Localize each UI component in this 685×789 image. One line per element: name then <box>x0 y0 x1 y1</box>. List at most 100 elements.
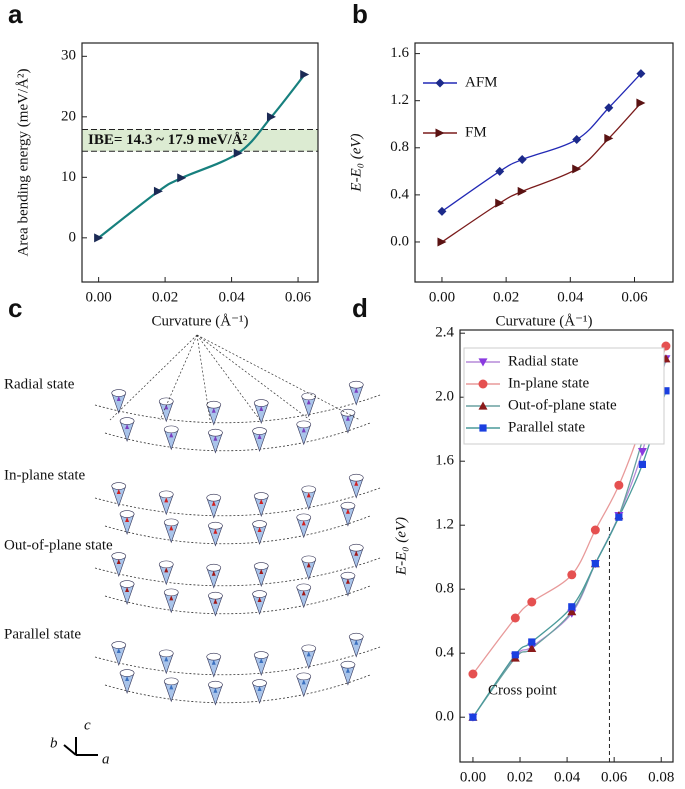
y-tick-label: 0.8 <box>435 581 454 597</box>
cone-top <box>348 380 364 389</box>
marker <box>437 206 447 216</box>
x-tick-label: 0.04 <box>557 289 584 305</box>
spin-arrow <box>164 567 169 573</box>
marker <box>300 69 310 79</box>
lattice-arc <box>94 394 381 424</box>
marker <box>572 135 582 145</box>
x-tick-label: 0.00 <box>85 289 111 305</box>
legend-label: Parallel state <box>508 419 585 435</box>
marker <box>636 98 646 108</box>
y-tick-label: 1.2 <box>435 517 454 533</box>
cone-top <box>206 652 222 661</box>
cone-top <box>253 562 269 570</box>
cone-top <box>119 417 135 425</box>
spin-arrow <box>354 387 359 393</box>
cone-top <box>163 588 179 597</box>
spin-arrow <box>169 525 174 531</box>
marker <box>266 112 276 122</box>
cone-top <box>301 555 317 564</box>
spin-arrow <box>169 432 174 438</box>
cone-top <box>340 501 356 510</box>
y-tick-label: 0.0 <box>390 233 409 249</box>
plot-frame <box>81 42 319 283</box>
radial-line <box>109 334 198 421</box>
marker <box>527 597 537 607</box>
y-tick-label: 10 <box>61 169 76 185</box>
panel-label: a <box>8 0 23 29</box>
x-tick-label: 0.02 <box>507 769 533 785</box>
annotation: Cross point <box>488 682 558 698</box>
marker <box>511 651 519 659</box>
legend-label: Out-of-plane state <box>508 397 617 413</box>
axis-name: a <box>102 751 110 767</box>
y-tick-label: 1.6 <box>435 453 454 469</box>
legend-box <box>463 347 665 445</box>
cone-top <box>252 427 267 435</box>
marker <box>568 603 576 611</box>
spin-arrow <box>169 595 174 601</box>
marker <box>604 103 614 113</box>
spin-arrow <box>306 651 311 657</box>
spin-arrow <box>354 639 359 645</box>
x-tick-label: 0.06 <box>601 769 628 785</box>
spin-arrow <box>301 590 306 596</box>
cone-top <box>158 397 174 406</box>
cone-top <box>301 485 317 494</box>
spin-arrow <box>213 435 218 441</box>
x-tick-label: 0.06 <box>621 289 648 305</box>
legend-marker <box>478 401 488 410</box>
legend-marker <box>435 78 445 88</box>
x-tick-label: 0.04 <box>218 289 245 305</box>
state-label: Out-of-plane state <box>4 537 113 553</box>
spin-arrow <box>301 679 306 685</box>
y-tick-label: 2.4 <box>435 325 454 341</box>
spin-arrow <box>257 686 262 692</box>
spin-arrow <box>213 528 218 534</box>
spin-arrow <box>301 520 306 526</box>
spin-arrow <box>211 407 216 413</box>
lattice-arc <box>94 487 381 517</box>
marker <box>604 133 614 143</box>
spin-arrow <box>345 415 350 421</box>
cone-top <box>348 543 364 552</box>
state-label: Parallel state <box>4 626 81 642</box>
y-axis-label: E-E₀ (eV) <box>393 517 409 576</box>
legend-marker <box>435 128 445 138</box>
spin-arrow <box>259 658 264 664</box>
cone-top <box>296 513 312 522</box>
spin-arrow <box>259 406 264 412</box>
marker <box>495 198 505 208</box>
spin-arrow <box>169 684 174 690</box>
legend-label: AFM <box>465 74 498 90</box>
panel-label: d <box>352 293 368 323</box>
y-tick-label: 2.0 <box>435 389 454 405</box>
x-axis-label: Curvature (Å⁻¹) <box>152 313 249 329</box>
cone-top <box>111 641 127 649</box>
marker <box>94 233 104 243</box>
marker <box>590 525 600 535</box>
radial-line <box>196 334 261 421</box>
marker <box>614 480 624 490</box>
spin-arrow <box>125 517 130 523</box>
marker <box>572 164 582 174</box>
marker <box>637 448 647 457</box>
marker <box>636 69 646 79</box>
cone-top <box>206 493 222 502</box>
cone-top <box>253 492 269 500</box>
cone-top <box>348 632 364 641</box>
spin-arrow <box>306 492 311 498</box>
series-line <box>441 102 642 243</box>
x-tick-label: 0.00 <box>460 769 486 785</box>
cone-top <box>158 649 174 658</box>
plot-area <box>437 69 646 247</box>
state-label: In-plane state <box>4 467 86 483</box>
cone-top <box>163 518 179 527</box>
marker <box>517 155 527 165</box>
y-tick-label: 0.0 <box>435 709 454 725</box>
y-tick-label: 0.4 <box>390 186 409 202</box>
legend-label: FM <box>465 124 487 140</box>
marker <box>437 237 447 247</box>
marker <box>567 607 577 616</box>
y-tick-label: 30 <box>61 48 76 64</box>
